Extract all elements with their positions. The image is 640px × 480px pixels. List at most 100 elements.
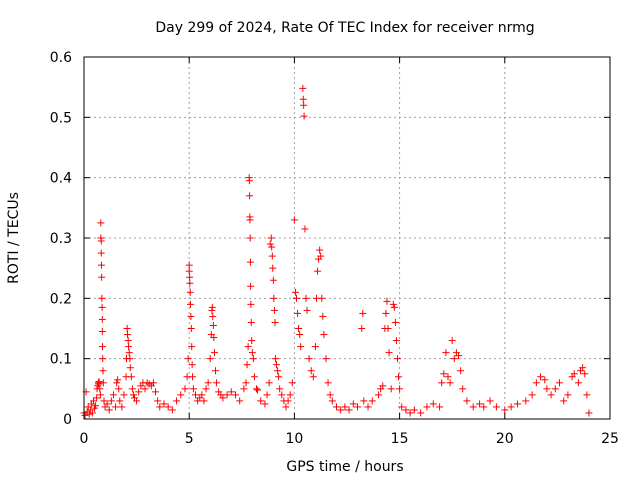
x-axis-label: GPS time / hours — [286, 459, 403, 475]
data-point — [247, 318, 255, 326]
data-point — [583, 391, 591, 399]
data-point — [273, 361, 281, 369]
data-point — [501, 406, 509, 414]
x-tick-label: 10 — [285, 431, 303, 447]
data-point — [204, 379, 212, 387]
data-point — [98, 328, 106, 336]
data-point — [406, 409, 414, 417]
data-point — [297, 343, 305, 351]
data-point — [96, 391, 104, 399]
data-point — [442, 349, 450, 357]
data-point — [133, 397, 141, 405]
data-point — [99, 355, 107, 363]
data-point — [332, 403, 340, 411]
data-point — [265, 379, 273, 387]
data-point — [463, 397, 471, 405]
data-point — [316, 246, 324, 254]
plot-frame — [83, 56, 611, 420]
data-point — [160, 400, 168, 408]
data-point — [244, 343, 252, 351]
data-point — [186, 273, 194, 281]
data-point — [328, 397, 336, 405]
data-point — [459, 385, 467, 393]
data-point — [294, 309, 302, 317]
data-points — [80, 84, 593, 419]
data-point — [291, 288, 299, 296]
data-point — [268, 243, 276, 251]
data-point — [236, 397, 244, 405]
data-point — [486, 397, 494, 405]
data-point — [354, 403, 362, 411]
y-tick-label: 0.3 — [50, 231, 72, 247]
data-point — [551, 385, 559, 393]
data-point — [154, 397, 162, 405]
data-point — [305, 355, 313, 363]
data-point — [261, 400, 269, 408]
data-point — [99, 367, 107, 375]
data-point — [318, 294, 326, 302]
axis-ticks — [83, 56, 611, 420]
data-point — [115, 385, 123, 393]
data-point — [368, 397, 376, 405]
y-tick-label: 0.6 — [50, 50, 72, 66]
data-point — [114, 376, 122, 384]
data-point — [384, 325, 392, 332]
data-point — [581, 370, 589, 378]
data-point — [95, 378, 103, 386]
data-point — [382, 309, 390, 317]
data-point — [125, 349, 133, 357]
data-point — [574, 379, 582, 387]
grid-lines — [84, 57, 610, 419]
data-point — [322, 355, 330, 363]
data-point — [417, 409, 425, 417]
data-point — [212, 367, 219, 375]
data-point — [181, 385, 189, 393]
data-point — [103, 400, 111, 408]
data-point — [186, 288, 194, 296]
data-point — [300, 112, 308, 120]
x-tick-label: 25 — [601, 431, 619, 447]
x-tick-label: 5 — [185, 431, 194, 447]
data-point — [192, 391, 200, 399]
data-point — [275, 373, 283, 381]
data-point — [274, 367, 282, 375]
data-point — [393, 355, 401, 363]
data-point — [440, 370, 448, 378]
data-point — [396, 385, 404, 393]
data-point — [209, 312, 217, 320]
data-point — [247, 282, 255, 290]
data-point — [379, 382, 387, 390]
data-point — [266, 240, 274, 248]
data-point — [271, 355, 279, 363]
data-point — [98, 303, 106, 311]
y-tick-label: 0.4 — [50, 171, 72, 187]
data-point — [113, 379, 121, 387]
data-point — [116, 397, 124, 405]
data-point — [156, 403, 164, 411]
data-point — [240, 385, 248, 393]
data-point — [227, 388, 235, 396]
data-point — [253, 385, 261, 393]
data-point — [269, 276, 277, 284]
data-point — [263, 391, 271, 399]
data-point — [324, 379, 332, 387]
data-point — [125, 343, 133, 351]
data-point — [243, 361, 251, 369]
data-point — [532, 379, 540, 387]
data-point — [200, 397, 208, 405]
data-point — [560, 397, 568, 405]
data-point — [513, 400, 521, 408]
data-point — [268, 252, 276, 260]
data-point — [164, 403, 172, 411]
data-point — [152, 388, 160, 396]
chart-title: Day 299 of 2024, Rate Of TEC Index for r… — [155, 20, 534, 36]
data-point — [438, 379, 446, 387]
data-point — [245, 177, 253, 185]
data-point — [337, 406, 345, 414]
data-point — [395, 373, 403, 381]
data-point — [385, 349, 393, 357]
x-tick-label: 0 — [80, 431, 89, 447]
data-point — [246, 234, 254, 242]
data-point — [295, 325, 303, 332]
